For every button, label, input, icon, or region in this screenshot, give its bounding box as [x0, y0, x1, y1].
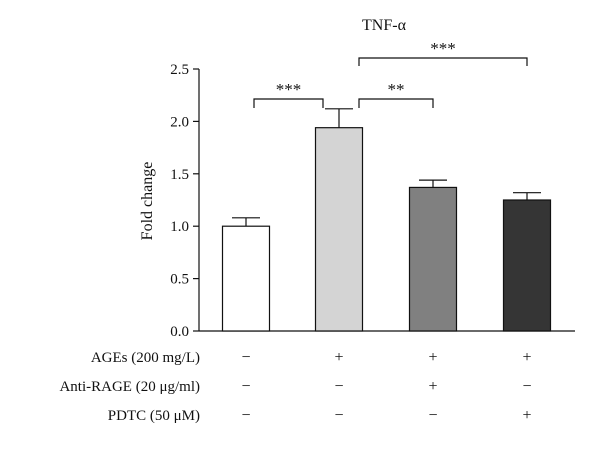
- treatment-label: AGEs (200 mg/L): [91, 350, 200, 366]
- y-axis-label: Fold change: [139, 162, 156, 241]
- bar: [502, 199, 552, 332]
- y-tick-label: 0.0: [170, 324, 189, 340]
- y-tick-label: 1.5: [170, 167, 189, 183]
- treatment-sign: −: [334, 407, 343, 424]
- y-tick-label: 2.0: [170, 114, 189, 130]
- treatment-sign: −: [522, 378, 531, 395]
- treatment-sign: −: [241, 407, 250, 424]
- significance-label: ***: [276, 80, 302, 99]
- y-tick-label: 2.5: [170, 62, 189, 78]
- treatment-sign: −: [241, 378, 250, 395]
- y-tick-label: 1.0: [170, 219, 189, 235]
- treatment-sign: +: [428, 378, 437, 395]
- significance-bracket: [358, 57, 528, 66]
- treatment-sign: −: [241, 349, 250, 366]
- treatment-sign: +: [334, 349, 343, 366]
- treatment-sign: +: [428, 349, 437, 366]
- bar: [408, 186, 458, 332]
- treatment-sign: +: [522, 407, 531, 424]
- treatment-sign: +: [522, 349, 531, 366]
- treatment-label: PDTC (50 μM): [108, 408, 200, 424]
- chart-title: TNF-α: [362, 17, 407, 34]
- treatment-sign: −: [428, 407, 437, 424]
- significance-bracket: [358, 98, 434, 108]
- treatment-label: Anti-RAGE (20 μg/ml): [59, 379, 200, 395]
- significance-label: ***: [430, 39, 456, 58]
- significance-label: **: [388, 80, 405, 99]
- bar: [221, 225, 271, 332]
- plot-area: 0.00.51.01.52.02.5*** *****AGEs (200 mg/L…: [59, 39, 575, 424]
- y-tick-label: 0.5: [170, 272, 189, 288]
- treatment-sign: −: [334, 378, 343, 395]
- significance-bracket: [253, 98, 324, 108]
- bar: [314, 127, 364, 332]
